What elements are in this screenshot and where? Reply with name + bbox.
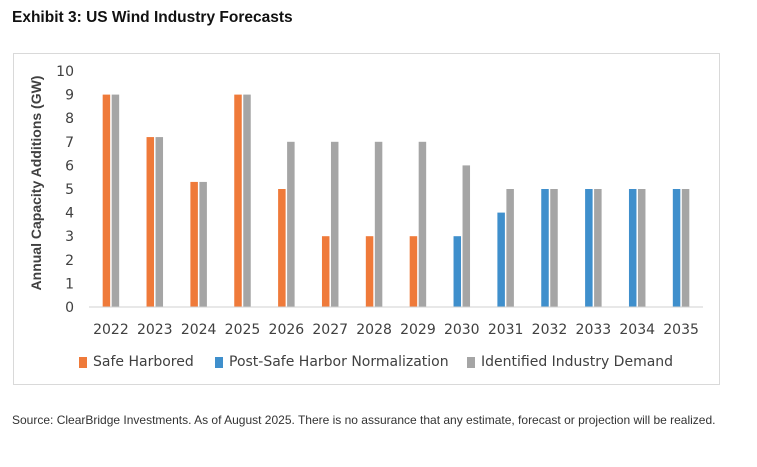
x-tick-label: 2024: [181, 322, 217, 338]
bar-safe-harbored-2024: [190, 181, 198, 307]
legend-label-safe-harbored: Safe Harbored: [93, 354, 194, 370]
x-tick-label: 2028: [356, 322, 392, 338]
bar-identified-industry-demand-2028: [374, 141, 383, 307]
bar-post-safe-harbor-normalization-2031: [497, 212, 505, 307]
legend-label-identified-demand: Identified Industry Demand: [481, 354, 674, 370]
bar-identified-industry-demand-2023: [155, 137, 164, 307]
y-tick-label: 5: [65, 182, 74, 198]
bar-safe-harbored-2028: [365, 236, 374, 307]
bar-post-safe-harbor-normalization-2034: [628, 189, 637, 307]
legend-swatch-safe-harbored: [79, 356, 87, 368]
bar-identified-industry-demand-2022: [111, 94, 120, 307]
bar-safe-harbored-2029: [409, 236, 418, 307]
bar-identified-industry-demand-2035: [681, 189, 690, 307]
y-tick-label: 9: [65, 88, 74, 104]
bar-identified-industry-demand-2029: [418, 141, 427, 307]
bar-identified-industry-demand-2026: [287, 141, 295, 307]
x-axis-ticks: 2022 2023 2024 2025 2026 2027 2028 2029 2030 2031…: [93, 322, 699, 338]
exhibit-title: Exhibit 3: US Wind Industry Forecasts: [12, 9, 293, 26]
bar-identified-industry-demand-2034: [637, 189, 646, 307]
y-tick-label: 6: [65, 158, 74, 174]
bar-safe-harbored-2026: [278, 189, 286, 307]
y-tick-label: 10: [56, 64, 74, 80]
bar-identified-industry-demand-2031: [506, 189, 514, 307]
x-tick-label: 2025: [225, 322, 261, 338]
y-tick-label: 8: [65, 111, 74, 127]
y-tick-label: 1: [65, 276, 74, 292]
x-tick-label: 2035: [663, 322, 699, 338]
bar-safe-harbored-2023: [146, 137, 155, 307]
legend-swatch-post-safe-harbor: [215, 356, 223, 368]
y-tick-label: 7: [65, 135, 74, 151]
bar-identified-industry-demand-2027: [330, 141, 339, 307]
bar-safe-harbored-2027: [321, 236, 330, 307]
bar-post-safe-harbor-normalization-2033: [585, 189, 593, 307]
y-tick-label: 4: [65, 206, 74, 222]
source-note: Source: ClearBridge Investments. As of A…: [12, 413, 716, 427]
bar-safe-harbored-2025: [234, 94, 242, 307]
y-axis-ticks: 0 1 2 3 4 5 6 7 8 9 10: [56, 64, 74, 316]
x-tick-label: 2023: [137, 322, 173, 338]
bar-safe-harbored-2022: [102, 94, 111, 307]
x-tick-label: 2032: [532, 322, 568, 338]
chart-frame: [13, 53, 720, 385]
bar-post-safe-harbor-normalization-2030: [453, 236, 462, 307]
x-tick-label: 2030: [444, 322, 480, 338]
y-tick-label: 0: [65, 300, 74, 316]
y-axis-label: Annual Capacity Additions (GW): [28, 76, 44, 291]
x-tick-label: 2026: [269, 322, 305, 338]
x-tick-label: 2034: [619, 322, 655, 338]
bars: [102, 94, 690, 307]
legend-item-safe-harbored: Safe Harbored: [79, 353, 194, 371]
y-tick-label: 2: [65, 253, 74, 269]
x-tick-label: 2022: [93, 322, 129, 338]
bar-identified-industry-demand-2025: [243, 94, 251, 307]
x-tick-label: 2031: [488, 322, 524, 338]
legend-swatch-identified-demand: [467, 356, 475, 368]
y-tick-label: 3: [65, 229, 74, 245]
legend-item-post-safe-harbor: Post-Safe Harbor Normalization: [215, 353, 449, 371]
x-tick-label: 2027: [312, 322, 348, 338]
bar-identified-industry-demand-2032: [550, 189, 558, 307]
bar-post-safe-harbor-normalization-2035: [672, 189, 681, 307]
bar-post-safe-harbor-normalization-2032: [541, 189, 549, 307]
x-tick-label: 2029: [400, 322, 436, 338]
bar-identified-industry-demand-2033: [594, 189, 602, 307]
bar-identified-industry-demand-2024: [199, 181, 207, 307]
legend-label-post-safe-harbor: Post-Safe Harbor Normalization: [229, 354, 449, 370]
bar-identified-industry-demand-2030: [462, 165, 471, 307]
legend-item-identified-demand: Identified Industry Demand: [467, 353, 673, 371]
x-tick-label: 2033: [576, 322, 612, 338]
